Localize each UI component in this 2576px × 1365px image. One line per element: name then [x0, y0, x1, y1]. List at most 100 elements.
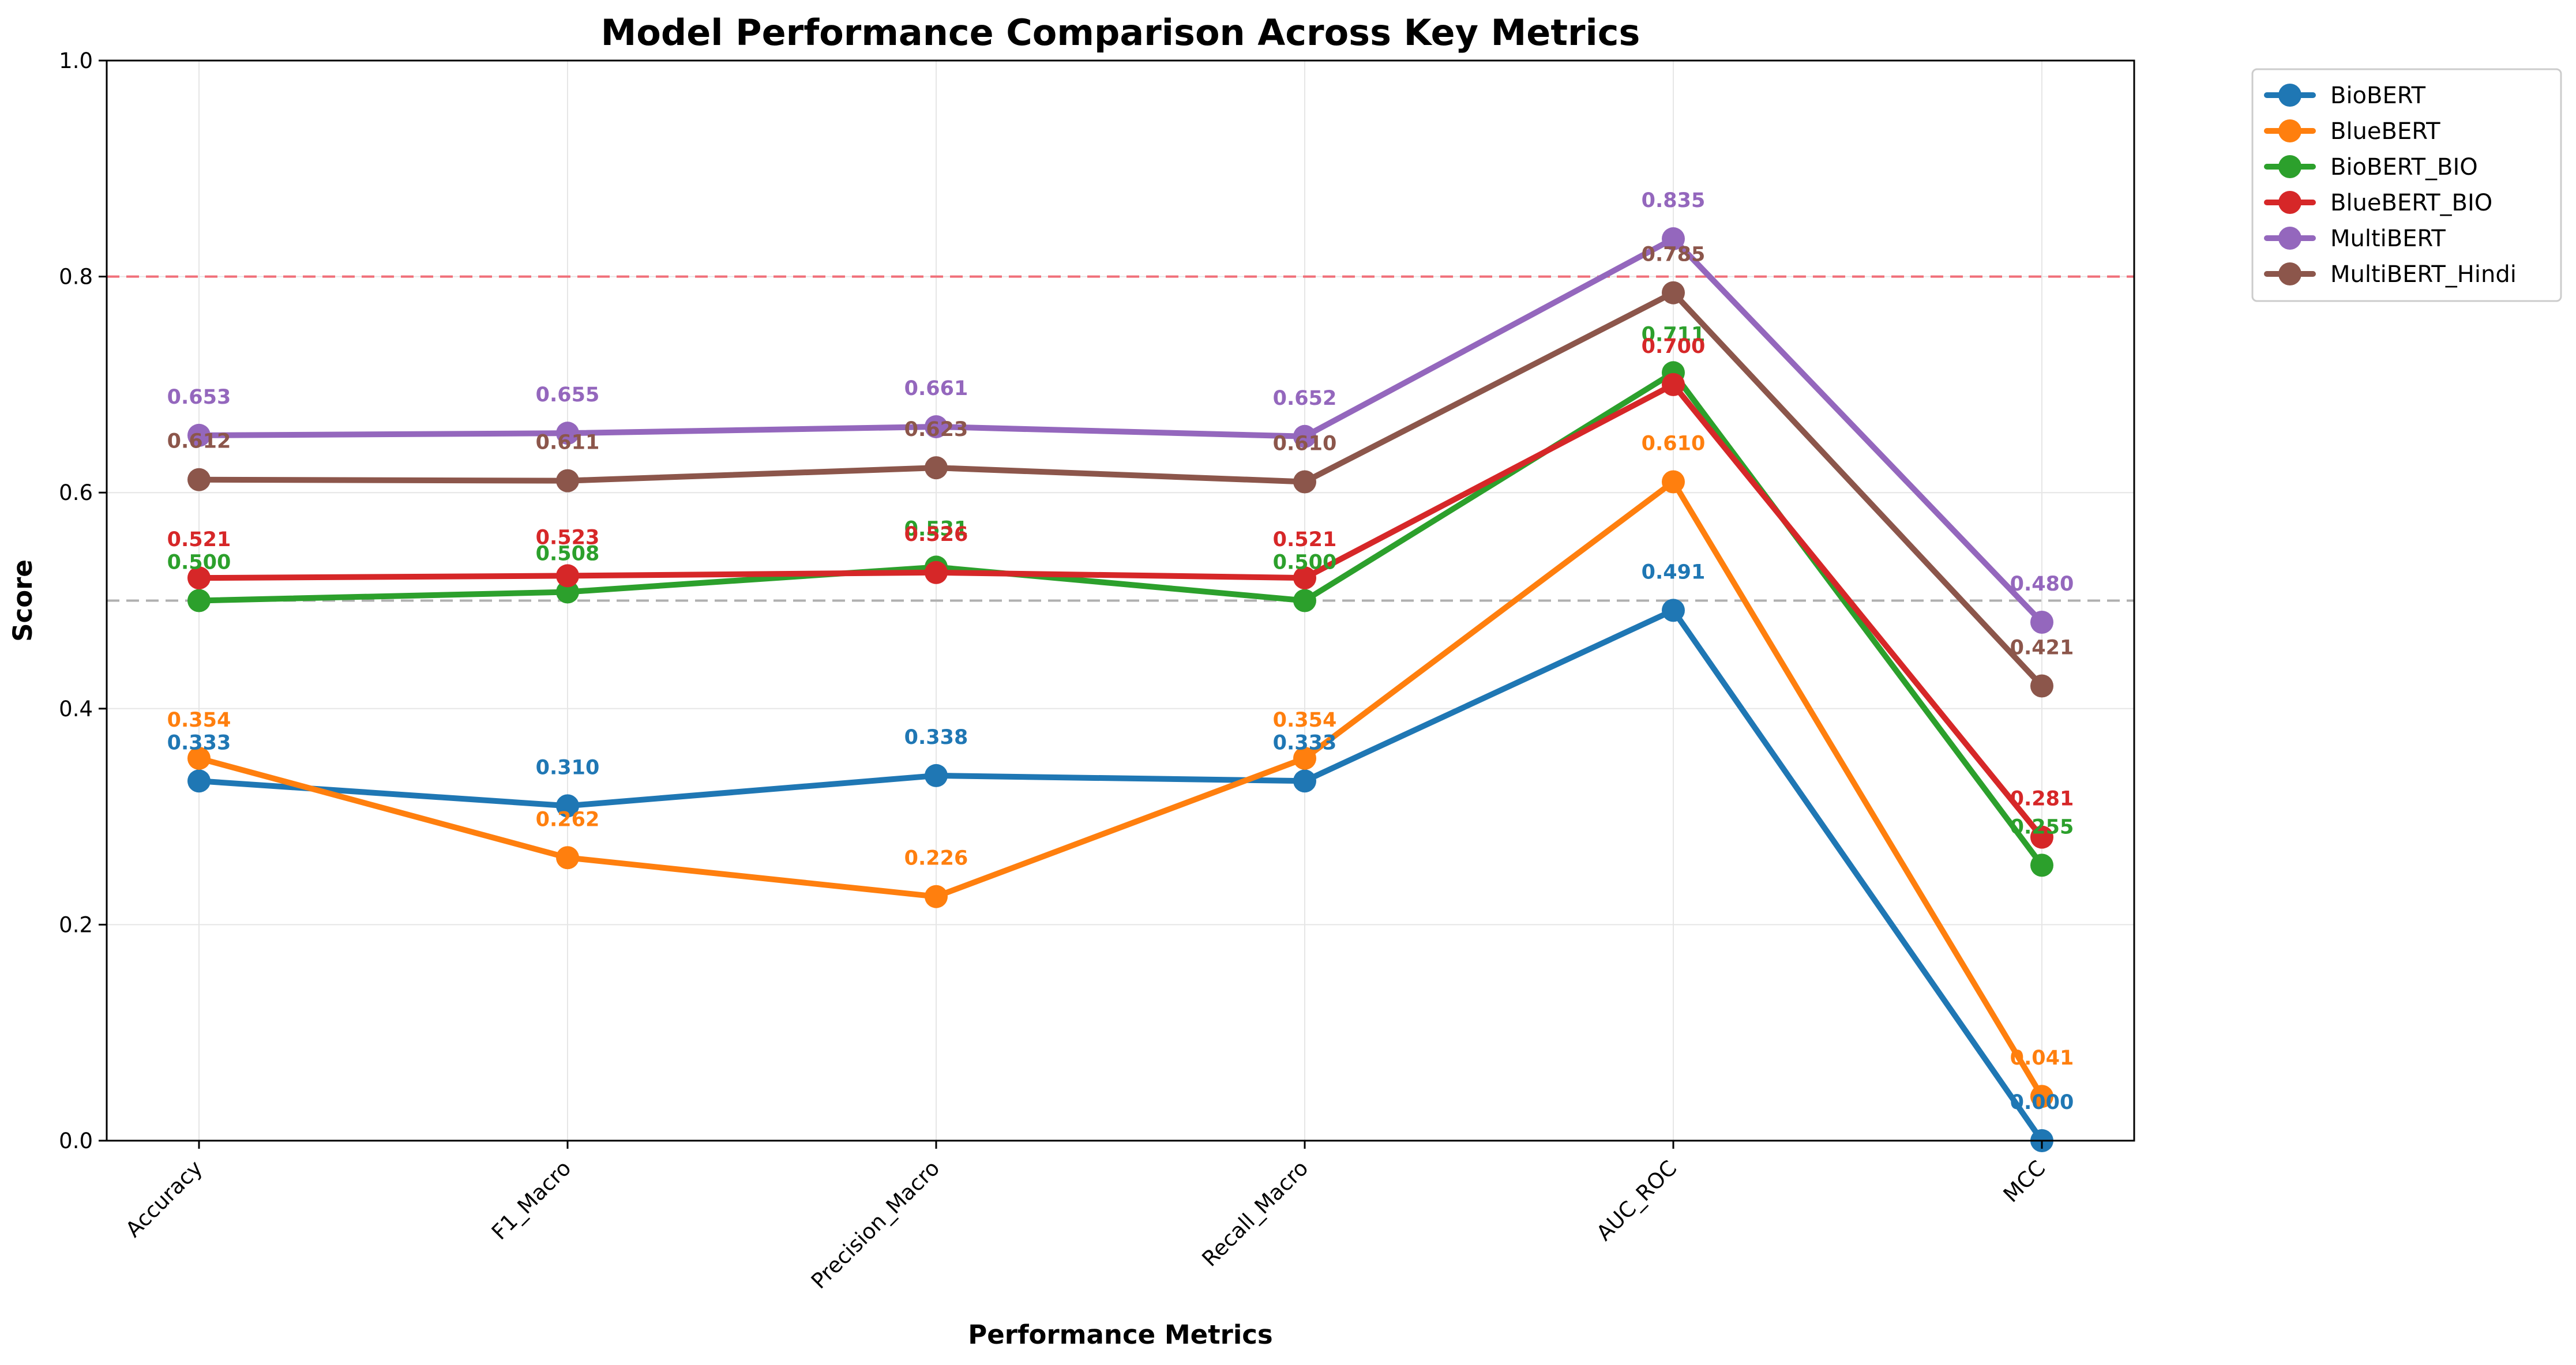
data-point — [2030, 610, 2053, 634]
data-point — [1293, 470, 1316, 494]
legend-label: BioBERT_BIO — [2330, 154, 2478, 181]
data-label: 0.338 — [904, 726, 968, 749]
x-tick-label: Recall_Macro — [1197, 1156, 1313, 1272]
series-line — [196, 607, 2045, 1144]
data-point — [2030, 674, 2053, 698]
data-label: 0.508 — [536, 543, 600, 566]
legend-marker — [2278, 84, 2301, 107]
data-point — [1662, 470, 1685, 494]
data-label: 0.480 — [2010, 573, 2074, 596]
data-label: 0.653 — [167, 386, 231, 409]
data-point — [187, 746, 211, 770]
data-point — [187, 589, 211, 612]
data-point — [1662, 227, 1685, 251]
data-label: 0.255 — [2010, 815, 2074, 838]
data-point — [925, 885, 948, 908]
data-label: 0.531 — [904, 517, 968, 540]
data-point — [1293, 769, 1316, 793]
data-point — [925, 561, 948, 584]
data-label: 0.655 — [536, 383, 600, 407]
data-label: 0.281 — [2010, 788, 2074, 811]
x-tick-label: AUC_ROC — [1592, 1156, 1682, 1246]
y-tick-label: 0.6 — [59, 480, 93, 505]
data-label: 0.491 — [1642, 561, 1706, 584]
data-point — [556, 846, 579, 870]
data-point — [2030, 825, 2053, 849]
data-label: 0.661 — [904, 377, 968, 400]
data-point — [556, 422, 579, 445]
data-label: 0.610 — [1273, 432, 1337, 455]
data-label: 0.226 — [904, 847, 968, 870]
series-line — [196, 289, 2045, 689]
x-tick-label: Accuracy — [121, 1156, 208, 1242]
legend-marker — [2278, 262, 2301, 285]
data-label: 0.500 — [167, 551, 231, 574]
y-tick-label: 0.8 — [59, 265, 93, 289]
legend-marker — [2278, 155, 2301, 178]
data-point — [187, 566, 211, 590]
y-tick-label: 1.0 — [59, 48, 93, 73]
plot-frame — [106, 59, 2135, 1142]
data-point — [556, 469, 579, 492]
data-point — [1662, 281, 1685, 304]
data-point — [556, 794, 579, 818]
data-label: 0.041 — [2010, 1047, 2074, 1070]
data-label: 0.521 — [1273, 528, 1337, 551]
legend-marker — [2278, 227, 2301, 250]
series-line — [196, 381, 2045, 840]
data-label: 0.610 — [1642, 432, 1706, 455]
legend-label: BlueBERT — [2330, 118, 2440, 145]
series-lines — [187, 227, 2053, 1152]
data-point — [2030, 1085, 2053, 1108]
data-point — [1293, 566, 1316, 590]
data-label: 0.611 — [536, 431, 600, 454]
data-label: 0.711 — [1642, 323, 1706, 346]
data-label: 0.521 — [167, 528, 231, 551]
data-label: 0.612 — [167, 430, 231, 453]
y-tick-label: 0.0 — [59, 1129, 93, 1153]
data-label: 0.526 — [904, 523, 968, 546]
legend-label: BioBERT — [2330, 82, 2426, 109]
legend-label: MultiBERT — [2330, 225, 2446, 252]
data-point — [1662, 599, 1685, 622]
x-tick-label: Precision_Macro — [806, 1156, 944, 1293]
data-point — [1293, 589, 1316, 612]
series-line — [196, 236, 2045, 625]
data-point — [187, 468, 211, 491]
data-label: 0.354 — [1273, 709, 1337, 732]
legend-marker — [2278, 119, 2301, 142]
reference-lines — [107, 275, 2134, 602]
legend: BioBERT BlueBERT BioBERT_BIO BlueBERT_BIO Mu… — [2251, 68, 2562, 302]
data-point — [556, 580, 579, 604]
data-label: 0.262 — [536, 808, 600, 831]
data-label: 0.333 — [1273, 731, 1337, 754]
data-point — [2030, 853, 2053, 877]
data-point — [187, 423, 211, 447]
series-line — [196, 370, 2045, 868]
data-label: 0.500 — [1273, 551, 1337, 574]
x-axis-title: Performance Metrics — [968, 1319, 1272, 1350]
data-point — [1662, 373, 1685, 396]
data-label: 0.333 — [167, 731, 231, 754]
data-point — [1293, 746, 1316, 770]
legend-marker — [2278, 191, 2301, 214]
data-point — [925, 456, 948, 480]
legend-label: MultiBERT_Hindi — [2330, 261, 2517, 288]
y-tick-label: 0.4 — [59, 697, 93, 721]
data-point — [187, 769, 211, 793]
data-label: 0.623 — [904, 418, 968, 441]
data-label: 0.000 — [2010, 1091, 2074, 1114]
data-label: 0.700 — [1642, 335, 1706, 358]
data-label: 0.523 — [536, 526, 600, 549]
chart-title: Model Performance Comparison Across Key … — [601, 12, 1640, 54]
data-label: 0.652 — [1273, 387, 1337, 410]
y-tick-label: 0.2 — [59, 912, 93, 937]
x-tick-label: MCC — [1999, 1156, 2051, 1208]
legend-box — [2251, 68, 2562, 302]
data-label: 0.310 — [536, 756, 600, 779]
y-axis-title: Score — [7, 559, 38, 642]
data-point — [1293, 424, 1316, 448]
data-point — [556, 564, 579, 588]
data-label: 0.785 — [1642, 243, 1706, 266]
data-label: 0.354 — [167, 709, 231, 732]
